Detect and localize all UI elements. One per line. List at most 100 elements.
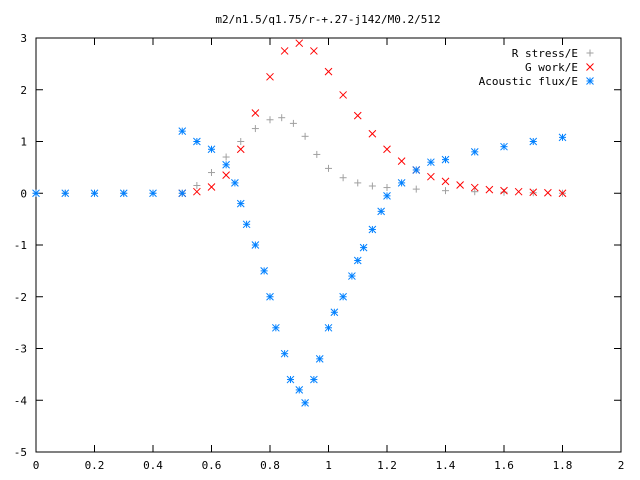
data-point [260,267,269,275]
data-point [295,386,304,394]
data-point [32,189,40,198]
data-point [289,119,297,127]
data-point [271,323,280,332]
x-tick-label: 0.8 [260,459,280,472]
data-point [222,160,230,169]
data-point [61,189,70,198]
data-point [222,153,230,161]
data-point [500,142,508,151]
data-point [368,225,377,234]
data-point [251,109,260,117]
data-point [208,169,215,177]
legend-marker [586,49,594,57]
data-point [529,137,538,146]
data-point [222,171,230,179]
data-point [310,375,318,384]
x-tick-label: 0.4 [143,459,163,472]
data-point [119,189,128,198]
data-point [529,188,538,197]
data-point [324,67,333,76]
data-point [178,189,187,198]
data-point [348,272,356,280]
legend-marker [586,63,594,71]
y-tick-label: 3 [20,32,27,45]
chart-title: m2/n1.5/q1.75/r-+.27-j142/M0.2/512 [215,13,440,26]
x-tick-label: 2 [618,459,625,472]
data-point [237,138,245,145]
data-point [266,292,274,301]
data-point [193,137,201,146]
data-point [236,145,245,154]
legend-marker [586,77,594,85]
data-point [339,292,347,301]
x-tick-label: 0.2 [85,459,105,472]
data-point [207,145,216,154]
data-point [301,132,309,140]
data-point [207,183,216,191]
data-point [544,188,552,197]
data-point [266,72,274,81]
data-point [383,145,391,154]
data-point [310,47,318,55]
data-point [242,220,251,229]
x-tick-label: 1.2 [377,459,397,472]
data-point [90,189,99,198]
data-point [266,116,274,124]
data-point [368,182,376,190]
data-point [442,187,449,195]
axis-ticks: 0 0.2 0.4 0.6 0.8 1 1.2 1.4 1.6 1.8 2 3 2 1 0 -1 -2 -3 -4 -… [14,32,625,472]
legend-label: Acoustic flux/E [479,75,578,88]
data-point [278,114,286,122]
data-point [330,308,339,317]
data-point [315,354,324,363]
data-point [325,164,332,172]
series-3 [32,127,567,407]
data-point [427,158,435,167]
y-tick-label: 0 [20,187,27,200]
data-point [339,174,347,182]
data-point [500,186,508,195]
x-tick-label: 0 [33,459,40,472]
data-point [470,183,479,192]
data-point [383,191,391,200]
data-point [280,349,289,358]
data-point [193,181,201,189]
y-tick-label: 1 [20,136,27,149]
y-tick-label: -3 [14,343,27,356]
data-point [383,184,391,192]
data-point [377,207,386,216]
data-point [236,199,245,208]
data-point [558,133,567,142]
data-point [286,375,295,384]
data-point [470,147,479,156]
data-point [412,166,421,174]
data-point [313,150,321,158]
y-tick-label: -1 [14,239,27,252]
data-point [441,177,450,186]
data-point [471,188,479,196]
data-point [412,185,420,193]
data-point [485,185,494,194]
data-point [441,155,450,164]
data-point [353,111,362,120]
data-point [251,125,259,133]
data-point [251,241,260,249]
data-point [280,47,289,55]
data-point [368,129,377,138]
data-point [178,127,187,136]
data-point [353,256,362,265]
x-tick-label: 1 [325,459,332,472]
data-point [324,323,333,332]
series-2 [178,39,567,198]
data-point [397,157,406,166]
legend-label: R stress/E [512,47,578,60]
y-tick-label: 2 [20,84,27,97]
data-point [397,179,406,187]
data-point [514,187,523,196]
data-point [456,181,464,189]
plot-frame [35,37,622,453]
data-point [193,187,201,196]
data-point [231,179,239,187]
